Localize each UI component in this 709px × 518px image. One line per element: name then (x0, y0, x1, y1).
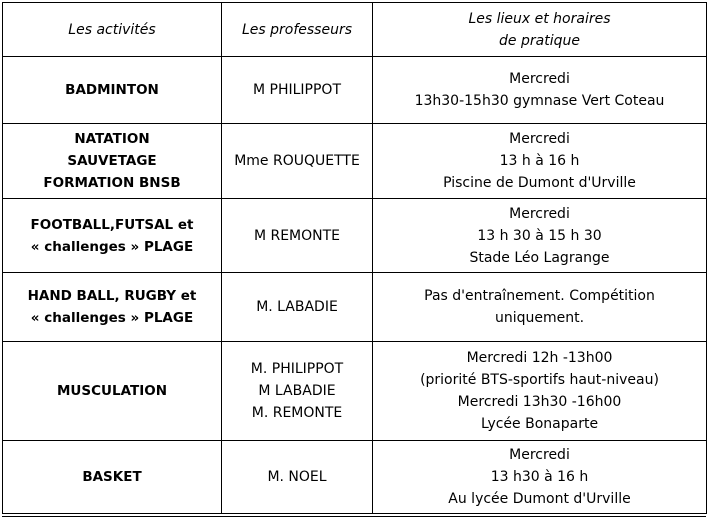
schedule-line: Mercredi 12h -13h00 (466, 350, 613, 366)
activity-line: NATATION (74, 131, 150, 147)
activity-cell: BADMINTON (2, 56, 222, 124)
table-row: BADMINTON M PHILIPPOT Mercredi 13h30-15h30 … (2, 56, 707, 124)
header-places-line1: Les lieux et horaires (468, 10, 611, 27)
schedule-cell: Mercredi 12h -13h00 (priorité BTS-sportif… (372, 341, 707, 441)
teachers-line: M. NOEL (267, 469, 327, 485)
schedule-cell: Mercredi 13 h à 16 h Piscine de Dumont d'U… (372, 123, 707, 199)
teachers-line: M. LABADIE (256, 299, 338, 315)
activity-line: « challenges » PLAGE (30, 238, 194, 255)
activity-cell: BASKET (2, 440, 222, 514)
teachers-cell: M. LABADIE (221, 272, 373, 342)
schedule-line: Pas d'entraînement. Compétition (424, 288, 655, 304)
teachers-cell: Mme ROUQUETTE (221, 123, 373, 199)
activity-cell: NATATION SAUVETAGE FORMATION BNSB (2, 123, 222, 199)
schedule-line: 13 h à 16 h (499, 153, 580, 169)
table-row: FOOTBALL,FUTSAL et « challenges » PLAGE M … (2, 198, 707, 273)
teachers-line: M. REMONTE (251, 405, 343, 421)
activity-line: « challenges » PLAGE (30, 310, 194, 326)
bottom-border (2, 516, 706, 517)
schedule-line: 13 h30 à 16 h (490, 469, 589, 485)
teachers-line: M REMONTE (253, 227, 341, 244)
header-activities: Les activités (2, 2, 222, 57)
schedule-cell: Mercredi 13 h30 à 16 h Au lycée Dumont d'U… (372, 440, 707, 514)
schedule-line: Stade Léo Lagrange (469, 249, 610, 266)
activity-line: FORMATION BNSB (43, 175, 181, 191)
header-places-line2: de pratique (499, 32, 580, 49)
table-row: HAND BALL, RUGBY et « challenges » PLAGE M… (2, 272, 707, 342)
teachers-cell: M. PHILIPPOT M LABADIE M. REMONTE (221, 341, 373, 441)
table-row: NATATION SAUVETAGE FORMATION BNSB Mme ROUQU… (2, 123, 707, 199)
activity-line: HAND BALL, RUGBY et (27, 288, 197, 304)
schedule-line: Mercredi (509, 447, 570, 463)
table-row: BASKET M. NOEL Mercredi 13 h30 à 16 h Au lyc… (2, 440, 707, 514)
schedule-cell: Mercredi 13h30-15h30 gymnase Vert Coteau (372, 56, 707, 124)
teachers-line: M. PHILIPPOT (250, 361, 344, 377)
schedule-line: (priorité BTS-sportifs haut-niveau) (420, 372, 659, 388)
activity-line: FOOTBALL,FUTSAL et (30, 216, 194, 233)
activity-cell: FOOTBALL,FUTSAL et « challenges » PLAGE (2, 198, 222, 273)
schedule-line: Mercredi (509, 205, 570, 222)
schedule-line: Lycée Bonaparte (480, 416, 599, 432)
table-row: MUSCULATION M. PHILIPPOT M LABADIE M. REMON… (2, 341, 707, 441)
activity-line: BASKET (82, 469, 142, 485)
schedule-line: Mercredi (509, 71, 570, 87)
teachers-cell: M. NOEL (221, 440, 373, 514)
schedule-line: 13 h 30 à 15 h 30 (477, 227, 602, 244)
schedule-line: 13h30-15h30 gymnase Vert Coteau (414, 93, 665, 109)
schedule-cell: Pas d'entraînement. Compétition uniquemen… (372, 272, 707, 342)
activity-line: SAUVETAGE (67, 153, 157, 169)
teachers-line: M LABADIE (258, 383, 336, 399)
schedule-line: Piscine de Dumont d'Urville (443, 175, 636, 191)
header-row: Les activités Les professeurs Les lieux … (2, 2, 707, 57)
header-places: Les lieux et horaires de pratique (372, 2, 707, 57)
teachers-line: M PHILIPPOT (252, 82, 341, 98)
schedule-cell: Mercredi 13 h 30 à 15 h 30 Stade Léo Lagra… (372, 198, 707, 273)
teachers-line: Mme ROUQUETTE (234, 153, 360, 169)
teachers-cell: M REMONTE (221, 198, 373, 273)
teachers-cell: M PHILIPPOT (221, 56, 373, 124)
activity-cell: HAND BALL, RUGBY et « challenges » PLAGE (2, 272, 222, 342)
activity-line: MUSCULATION (57, 383, 167, 399)
activity-line: BADMINTON (65, 82, 159, 98)
schedule-line: uniquement. (494, 310, 585, 326)
schedule-line: Mercredi (509, 131, 570, 147)
schedule-line: Mercredi 13h30 -16h00 (457, 394, 622, 410)
activity-cell: MUSCULATION (2, 341, 222, 441)
header-teachers: Les professeurs (221, 2, 373, 57)
schedule-line: Au lycée Dumont d'Urville (448, 491, 631, 507)
